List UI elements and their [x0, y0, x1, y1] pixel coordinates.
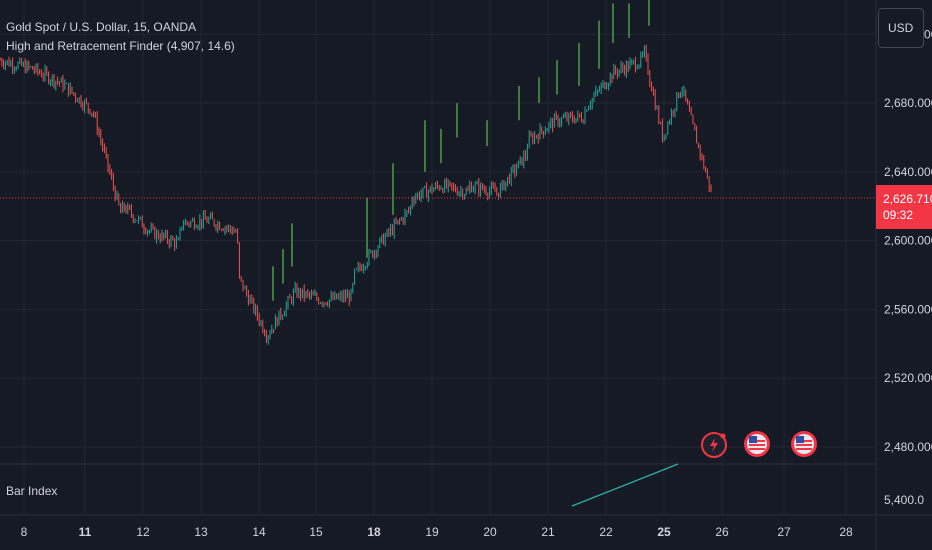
indicator-bar	[424, 120, 426, 172]
time-axis[interactable]: 8 11 12 13 14 15 18 19 20 21 22 25 26 27 28	[21, 525, 853, 539]
time-tick-label: 11	[79, 525, 92, 539]
indicator-bar	[440, 128, 442, 164]
time-tick-label: 12	[136, 525, 150, 539]
indicator-bar	[612, 3, 614, 43]
bar-index-pane-label[interactable]: Bar Index	[6, 484, 58, 498]
current-price-tag: 2,626.710 09:32	[876, 185, 932, 229]
price-tick-label: 2,520.000	[884, 371, 932, 385]
time-tick-label: 19	[425, 525, 439, 539]
time-tick-label: 13	[194, 525, 208, 539]
indicator-bar	[456, 103, 458, 138]
lightning-event-icon[interactable]	[701, 432, 727, 458]
indicator-bar	[598, 20, 600, 69]
time-tick-label: 28	[839, 525, 853, 539]
price-tick-label: 2,640.000	[884, 165, 932, 179]
indicator-bar	[366, 197, 368, 258]
indicator-bar	[628, 3, 630, 38]
indicator-bar	[556, 60, 558, 95]
indicator-bar	[282, 249, 284, 284]
bar-countdown: 09:32	[883, 208, 914, 222]
time-tick-label: 22	[599, 525, 613, 539]
time-tick-label: 18	[367, 525, 381, 539]
indicator-bar	[486, 120, 488, 147]
time-tick-label: 8	[21, 525, 28, 539]
bar-index-line	[571, 463, 679, 507]
price-tick-label: 2,560.000	[884, 302, 932, 316]
indicator-title[interactable]: High and Retracement Finder (4,907, 14.6…	[6, 39, 235, 53]
time-tick-label: 14	[252, 525, 266, 539]
price-tick-label: 2,680.000	[884, 96, 932, 110]
price-tick-label: 2,480.000	[884, 440, 932, 454]
candlestick-series	[0, 44, 712, 345]
time-tick-label: 15	[309, 525, 323, 539]
time-tick-label: 20	[483, 525, 497, 539]
indicator-bar	[578, 42, 580, 86]
current-price-value: 2,626.710	[883, 192, 932, 206]
currency-button[interactable]: USD	[878, 8, 924, 48]
indicator-bar	[648, 0, 650, 26]
indicator-bars	[272, 0, 650, 301]
symbol-title[interactable]: Gold Spot / U.S. Dollar, 15, OANDA	[6, 20, 197, 34]
us-flag-event-icon[interactable]	[791, 431, 817, 457]
indicator-bar	[272, 266, 274, 301]
time-tick-label: 27	[777, 525, 791, 539]
price-axis[interactable]: 2,720.0002,680.0002,640.0002,600.0002,56…	[884, 27, 932, 453]
chart-legend: Gold Spot / U.S. Dollar, 15, OANDA High …	[6, 18, 235, 56]
chart-grid	[0, 0, 876, 515]
time-tick-label: 26	[715, 525, 729, 539]
bar-index-axis-tick: 5,400.0	[884, 493, 924, 507]
indicator-bar	[518, 85, 520, 121]
indicator-bar	[392, 163, 394, 215]
indicator-bar	[538, 77, 540, 104]
price-tick-label: 2,600.000	[884, 234, 932, 248]
time-tick-label: 25	[657, 525, 671, 539]
us-flag-event-icon[interactable]	[744, 431, 770, 457]
time-tick-label: 21	[541, 525, 555, 539]
indicator-bar	[291, 223, 293, 267]
